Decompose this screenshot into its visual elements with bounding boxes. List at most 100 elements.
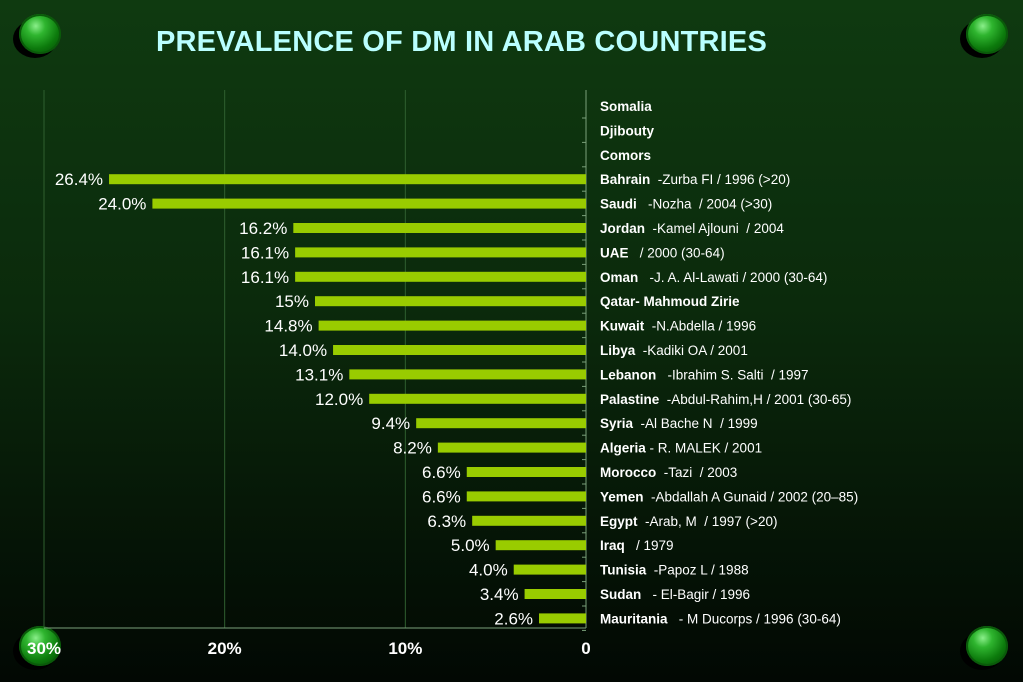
- category-label: Lebanon -Ibrahim S. Salti / 1997: [600, 367, 809, 382]
- category-label: Bahrain -Zurba FI / 1996 (>20): [600, 172, 790, 187]
- bar: [524, 589, 586, 599]
- country-name: Iraq: [600, 538, 625, 553]
- source-citation: -Abdul-Rahim,H / 2001 (30-65): [659, 392, 851, 407]
- country-name: Kuwait: [600, 319, 645, 334]
- source-citation: -Al Bache N / 1999: [633, 416, 758, 431]
- bar: [293, 223, 586, 233]
- country-name: Yemen: [600, 489, 644, 504]
- data-label: 16.1%: [241, 268, 289, 287]
- bar: [513, 564, 586, 575]
- category-label: Oman -J. A. Al-Lawati / 2000 (30-64): [600, 270, 827, 285]
- country-name: Djibouty: [600, 123, 654, 138]
- category-label: Algeria - R. MALEK / 2001: [600, 441, 762, 456]
- bar: [295, 271, 586, 282]
- category-label: Sudan - El-Bagir / 1996: [600, 587, 750, 602]
- country-name: Oman: [600, 270, 638, 285]
- source-citation: -Papoz L / 1988: [646, 563, 748, 578]
- country-name: Tunisia: [600, 563, 647, 578]
- category-label: Mauritania - M Ducorps / 1996 (30-64): [600, 611, 841, 626]
- data-label: 2.6%: [494, 609, 533, 628]
- corner-orb-top-right: [960, 14, 1012, 62]
- source-citation: -Tazi / 2003: [656, 465, 737, 480]
- source-citation: -J. A. Al-Lawati / 2000 (30-64): [638, 270, 827, 285]
- category-label: Djibouty: [600, 123, 654, 138]
- corner-orb-bottom-left: [13, 626, 65, 674]
- category-label: Saudi -Nozha / 2004 (>30): [600, 197, 772, 212]
- country-name: Saudi: [600, 197, 637, 212]
- bar: [466, 467, 586, 477]
- data-label: 12.0%: [315, 390, 363, 409]
- data-label: 16.1%: [241, 243, 289, 262]
- data-label: 14.8%: [264, 317, 312, 336]
- bar: [495, 540, 586, 551]
- country-name: Palastine: [600, 392, 660, 407]
- category-label: Yemen -Abdallah A Gunaid / 2002 (20–85): [600, 489, 858, 504]
- bar: [295, 247, 586, 258]
- country-name: Lebanon: [600, 367, 656, 382]
- country-name: Somalia: [600, 99, 652, 114]
- category-label: UAE / 2000 (30-64): [600, 245, 725, 260]
- category-label: Iraq / 1979: [600, 538, 674, 553]
- country-name: Morocco: [600, 465, 656, 480]
- data-label: 6.6%: [422, 487, 461, 506]
- data-label: 8.2%: [393, 439, 432, 458]
- country-name: Sudan: [600, 587, 641, 602]
- data-label: 9.4%: [371, 414, 410, 433]
- country-name: Egypt: [600, 514, 638, 529]
- country-name: Jordan: [600, 221, 645, 236]
- bar: [539, 613, 586, 624]
- bar: [369, 393, 586, 404]
- source-citation: - El-Bagir / 1996: [641, 587, 750, 602]
- source-citation: -Zurba FI / 1996 (>20): [650, 172, 790, 187]
- source-citation: -Kadiki OA / 2001: [635, 343, 748, 358]
- country-name: Libya: [600, 343, 636, 358]
- corner-orb-top-left: [13, 14, 65, 62]
- category-label: Libya -Kadiki OA / 2001: [600, 343, 748, 358]
- chart-title: PREVALENCE OF DM IN ARAB COUNTRIES: [156, 26, 767, 58]
- data-label: 13.1%: [295, 365, 343, 384]
- x-tick-label: 0: [581, 639, 590, 658]
- source-citation: -Nozha / 2004 (>30): [637, 197, 772, 212]
- data-label: 16.2%: [239, 219, 287, 238]
- data-label: 26.4%: [55, 170, 103, 189]
- category-label: Somalia: [600, 99, 652, 114]
- source-citation: / 2000 (30-64): [629, 245, 725, 260]
- bar: [437, 442, 586, 453]
- source-citation: - R. MALEK / 2001: [646, 441, 762, 456]
- x-tick-label: 10%: [388, 639, 422, 658]
- category-label: Syria -Al Bache N / 1999: [600, 416, 758, 431]
- bar: [416, 418, 586, 429]
- data-label: 5.0%: [451, 536, 490, 555]
- category-label: Egypt -Arab, M / 1997 (>20): [600, 514, 777, 529]
- bar: [472, 515, 586, 526]
- source-citation: -Arab, M / 1997 (>20): [638, 514, 778, 529]
- source-citation: -N.Abdella / 1996: [644, 319, 756, 334]
- bar: [349, 369, 586, 380]
- category-label: Qatar- Mahmoud Zirie: [600, 294, 740, 309]
- data-label: 14.0%: [279, 341, 327, 360]
- category-label: Tunisia -Papoz L / 1988: [600, 563, 749, 578]
- source-citation: -Abdallah A Gunaid / 2002 (20–85): [644, 489, 859, 504]
- category-label: Jordan -Kamel Ajlouni / 2004: [600, 221, 784, 236]
- data-label: 3.4%: [480, 585, 519, 604]
- country-name: Comors: [600, 148, 651, 163]
- bar: [109, 174, 586, 185]
- data-label: 4.0%: [469, 561, 508, 580]
- country-name: Bahrain: [600, 172, 650, 187]
- x-tick-label: 30%: [27, 639, 61, 658]
- bar: [333, 345, 586, 355]
- x-tick-label: 20%: [208, 639, 242, 658]
- bar: [318, 320, 586, 331]
- bar: [152, 198, 586, 209]
- source-citation: -Ibrahim S. Salti / 1997: [656, 367, 808, 382]
- corner-orb-bottom-right: [960, 626, 1012, 674]
- bar: [466, 491, 586, 502]
- country-name: Qatar- Mahmoud Zirie: [600, 294, 740, 309]
- source-citation: / 1979: [625, 538, 674, 553]
- category-label: Comors: [600, 148, 651, 163]
- country-name: UAE: [600, 245, 629, 260]
- data-label: 6.6%: [422, 463, 461, 482]
- source-citation: - M Ducorps / 1996 (30-64): [668, 611, 841, 626]
- country-name: Algeria: [600, 441, 646, 456]
